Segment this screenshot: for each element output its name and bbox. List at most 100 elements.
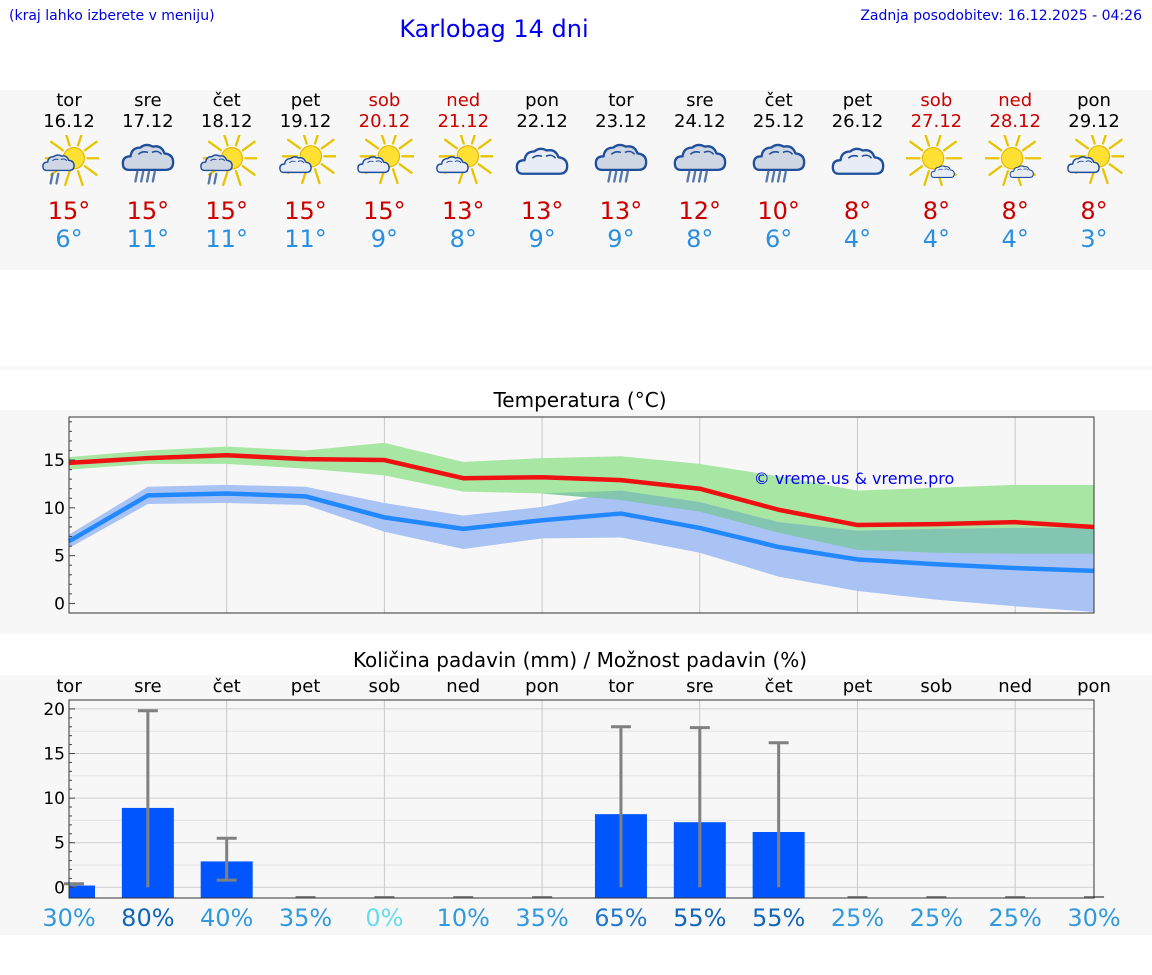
max-temperature: 10° [757,197,800,225]
precipitation-day-label: ned [446,676,480,697]
cloud-shape [831,147,884,175]
day-column: sob 27.12 8° 4° [896,90,976,253]
precipitation-probability: 35% [515,904,568,932]
min-temperature: 8° [449,225,477,253]
last-update: Zadnja posodobitev: 16.12.2025 - 04:26 [860,8,1142,24]
precipitation-probability: 35% [279,904,332,932]
cloud-icon [831,147,884,175]
day-name: pet [290,90,321,111]
max-temperature-range-band [69,442,1094,554]
day-name: sob [368,90,401,111]
min-temperature-line [67,491,1095,574]
y-tick-label: 5 [54,547,65,567]
sun-cloud-rain-icon [42,135,99,187]
max-temperature-line [68,452,1095,530]
temperature-chart-title: Temperatura (°C) [493,388,667,412]
max-temperature: 8° [843,197,872,225]
day-date: 22.12 [516,111,568,132]
day-name: tor [56,90,82,111]
precipitation-error-bar [137,709,158,888]
rain-drops [134,170,156,183]
precipitation-probability: 25% [831,904,884,932]
day-name: čet [212,90,241,111]
max-temperature: 15° [284,197,327,225]
y-tick-label: 5 [54,834,65,854]
cloud-shape [121,143,175,172]
sun-cloud-icon [278,135,336,185]
day-date: 17.12 [122,111,174,132]
cloud-rain-icon [594,143,648,183]
day-date: 29.12 [1068,111,1120,132]
day-date: 25.12 [752,111,805,132]
precipitation-probability: 40% [200,904,253,932]
cloud-shape [752,143,805,172]
temperature-chart: 0 5 10 15 © vreme.us & vreme.pro [43,416,1095,614]
day-name: ned [446,90,481,111]
rain-drops [207,172,218,185]
y-tick-label: 0 [54,594,65,614]
precipitation-day-label: tor [56,676,82,697]
day-date: 21.12 [437,111,490,132]
min-temperature: 9° [370,225,399,253]
y-tick-label: 15 [43,451,65,471]
min-temperature-range-band [69,484,1094,613]
max-temperature: 13° [599,197,643,225]
cloud-shape [594,143,648,172]
day-date: 20.12 [358,111,411,132]
precipitation-error-bar [64,882,84,888]
y-tick-label: 10 [43,499,65,519]
location-menu-hint: (kraj lahko izberete v meniju) [9,8,215,24]
day-date: 26.12 [831,111,884,132]
precipitation-probability: 55% [673,904,726,932]
rain-drops [607,170,629,183]
min-temperature: 11° [205,225,248,253]
rain-drops [764,170,787,183]
max-temperature: 13° [441,197,485,225]
page-title: Karlobag 14 dni [399,15,589,43]
cloud-shape [515,147,569,175]
copyright-watermark: © vreme.us & vreme.pro [754,469,955,488]
y-tick-label: 20 [43,700,65,720]
precipitation-probability: 10% [437,904,490,932]
sun-cloud-icon [357,135,415,185]
max-temperature: 8° [1001,197,1029,225]
min-temperature: 11° [126,225,170,253]
precipitation-error-bar [689,726,710,888]
day-column: sre 17.12 15° 11° [108,90,188,253]
precipitation-day-label: pon [1077,676,1111,697]
separator [0,366,1152,370]
day-date: 19.12 [279,111,332,132]
last-update-label: Zadnja posodobitev: [860,8,1004,24]
precipitation-probability: 30% [1067,904,1120,932]
y-tick-label: 10 [43,789,65,809]
precipitation-day-label: ned [998,676,1032,697]
precipitation-probability: 25% [910,904,963,932]
precipitation-bar [69,885,95,898]
day-date: 23.12 [595,111,647,132]
min-temperature: 8° [686,225,714,253]
range-overlap-area [69,463,1094,554]
cloud-shape [436,156,470,174]
day-name: tor [608,90,634,111]
cloud-shape [1067,156,1100,174]
max-temperature: 15° [363,197,406,225]
sun-cloud-rain-icon [199,135,257,187]
cloud-shape [673,143,727,172]
day-column: pet 26.12 8° 4° [818,90,898,253]
day-name: sre [686,90,714,111]
max-temperature: 8° [1080,197,1108,225]
precipitation-probability: 65% [594,904,647,932]
precipitation-day-label: čet [765,676,793,697]
day-column: ned 21.12 13° 8° [423,90,503,253]
cloud-rain-icon [673,143,727,183]
day-column: pet 19.12 15° 11° [266,90,346,253]
precipitation-error-bar [216,836,237,882]
precipitation-probability: 25% [989,904,1042,932]
day-name: sre [134,90,162,111]
cloud-shape [357,156,391,174]
cloud-icon [515,147,569,175]
min-temperature: 4° [922,225,950,253]
max-temperature: 8° [922,197,950,225]
y-tick-label: 15 [43,745,65,765]
day-column: pon 22.12 13° 9° [502,90,582,253]
